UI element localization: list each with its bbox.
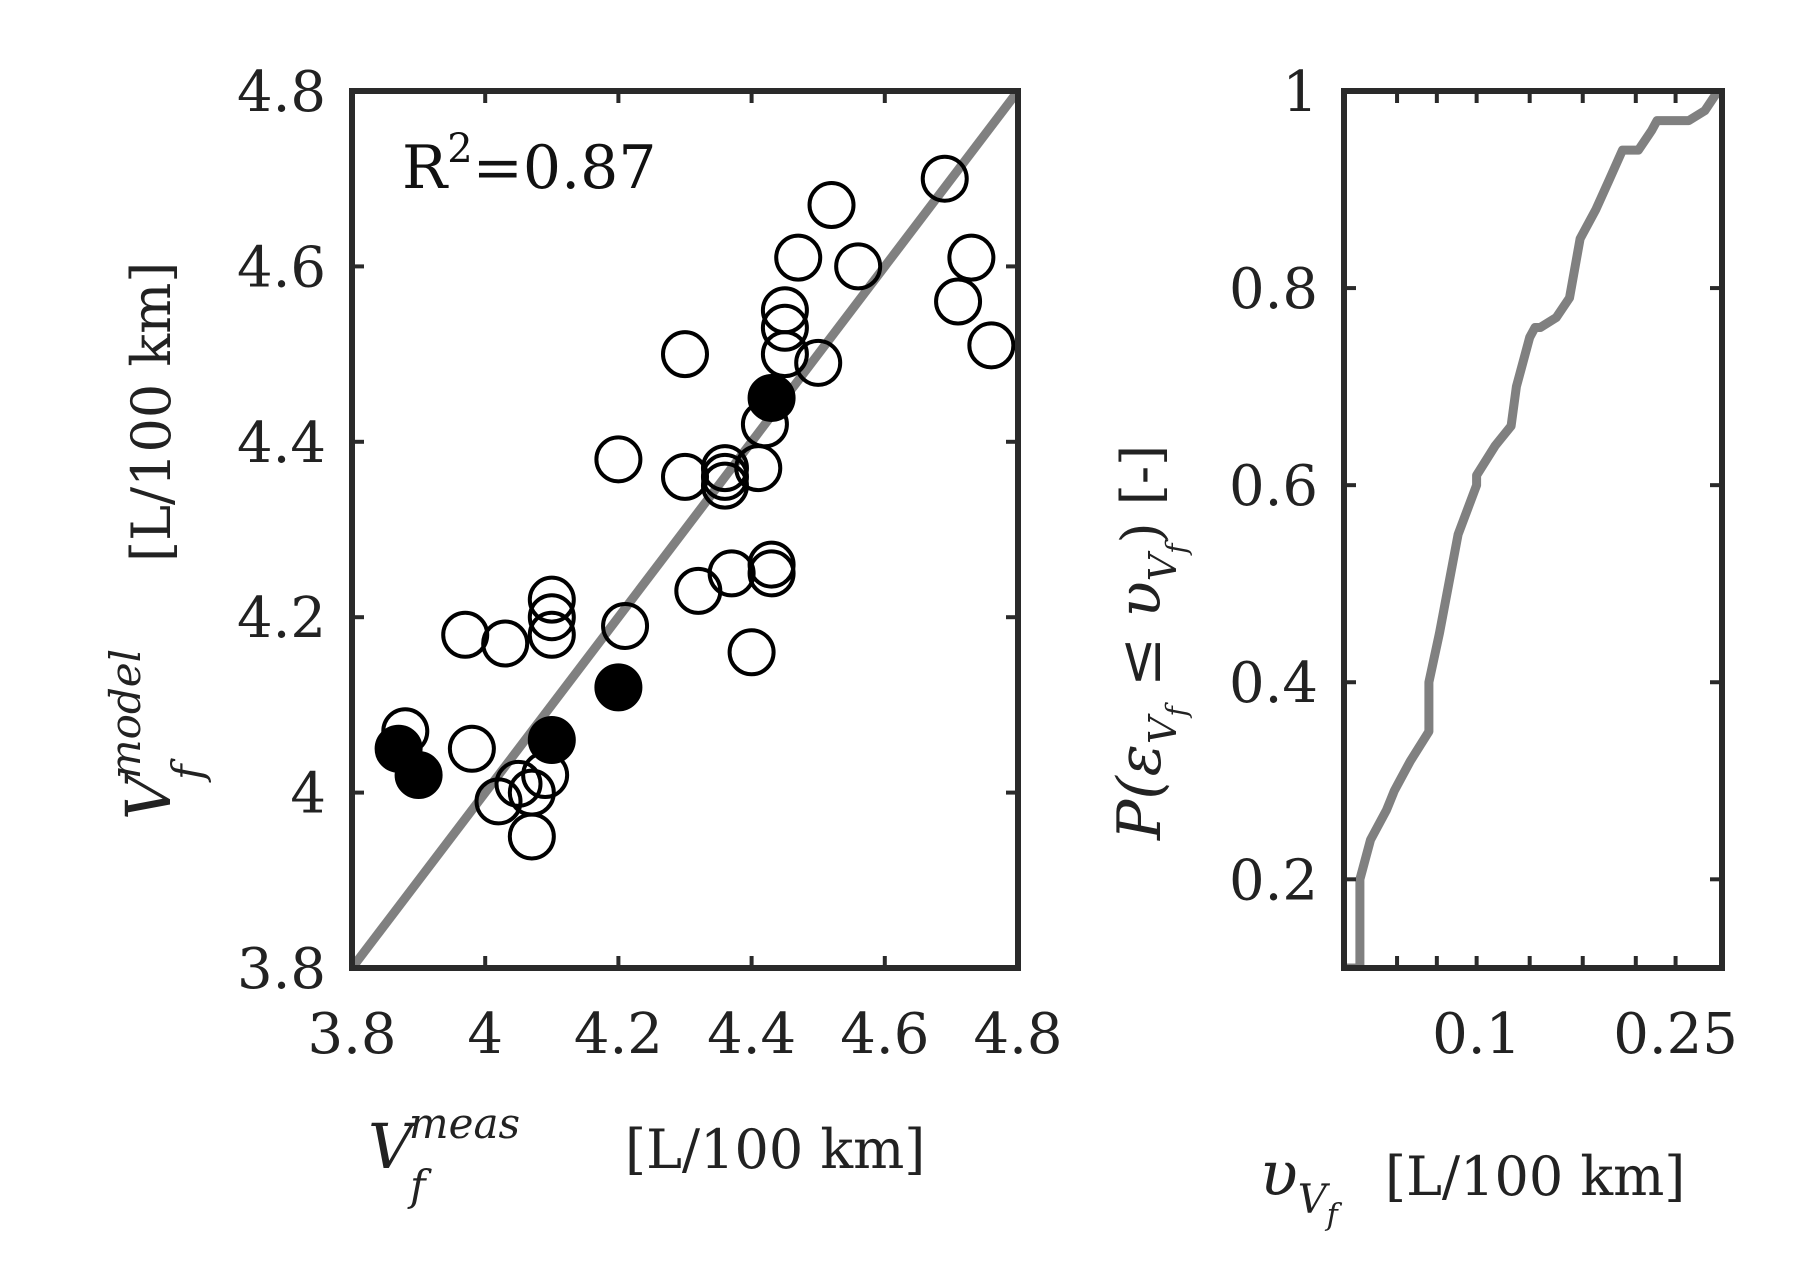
- identity-reference-line: [352, 91, 1018, 968]
- open-data-point: [734, 444, 783, 493]
- open-data-point: [794, 338, 843, 387]
- cdf-line-layer: [1344, 91, 1722, 968]
- open-data-point: [760, 330, 809, 379]
- open-data-point: [661, 330, 709, 379]
- filled-data-point: [747, 373, 796, 422]
- open-data-point: [527, 610, 576, 659]
- open-data-point: [661, 452, 709, 501]
- x-tick-label: 4: [467, 1002, 503, 1067]
- y-tick-label: 0.8: [1229, 257, 1318, 322]
- x-tick-label: 4.6: [840, 1002, 929, 1067]
- scatter-y-axis-label: Vmodel f[L/100 km]: [101, 262, 212, 820]
- y-tick-label: 4.2: [237, 586, 326, 651]
- open-data-point: [834, 242, 883, 291]
- y-tick-label: 4.6: [237, 235, 326, 300]
- open-data-point: [920, 154, 969, 203]
- scatter-y-tick-labels: 3.8 4 4.2 4.4 4.6 4.8: [237, 60, 326, 1002]
- x-tick-label: 3.8: [307, 1002, 396, 1067]
- open-data-point: [934, 277, 983, 326]
- scatter-panel: 3.8 4 4.2 4.4 4.6 4.8 3.8 4 4.2 4.4 4.6 4.8 R2=0.8…: [101, 60, 1063, 1210]
- cdf-tick-marks: [1344, 89, 1722, 968]
- open-data-point: [481, 619, 530, 668]
- open-data-point: [747, 540, 796, 589]
- scatter-points-layer: [374, 154, 1016, 861]
- open-data-point: [494, 759, 543, 808]
- open-data-point: [527, 593, 576, 642]
- scatter-x-tick-labels: 3.8 4 4.2 4.4 4.6 4.8: [307, 1002, 1062, 1067]
- open-data-point: [760, 303, 809, 352]
- y-tick-label: 0.6: [1229, 454, 1318, 519]
- filled-data-point: [527, 715, 576, 764]
- scatter-x-axis-label: Vmeas f[L/100 km]: [368, 1099, 925, 1210]
- x-tick-label: 0.1: [1432, 1002, 1521, 1067]
- open-data-point: [601, 601, 650, 650]
- x-tick-label: 4.4: [707, 1002, 796, 1067]
- cdf-plot-frame: [1341, 88, 1725, 971]
- reference-line-layer: [352, 91, 1018, 968]
- y-tick-label: 4: [290, 762, 326, 827]
- open-data-point: [441, 610, 490, 659]
- cdf-panel: 0.1 0.25 0.2 0.4 0.6 0.8 1 υVf[L/100 km] P(εV…: [1105, 60, 1738, 1233]
- open-data-point: [594, 435, 643, 484]
- open-data-point: [774, 233, 823, 282]
- cdf-x-tick-labels: 0.1 0.25: [1432, 1002, 1738, 1067]
- open-data-point: [447, 724, 496, 773]
- scatter-plot-frame: [349, 88, 1021, 971]
- y-tick-label: 1: [1282, 60, 1318, 125]
- y-tick-label: 4.8: [237, 60, 326, 125]
- y-tick-label: 0.2: [1229, 848, 1318, 913]
- filled-data-point: [394, 751, 443, 800]
- y-tick-label: 4.4: [237, 411, 326, 476]
- cdf-x-axis-label: υVf[L/100 km]: [1260, 1137, 1685, 1233]
- open-data-point: [507, 812, 556, 861]
- cdf-y-axis-label: P(εVf ≤ υVf) [-]: [1105, 445, 1193, 841]
- y-tick-label: 3.8: [237, 937, 326, 1002]
- cdf-series-line: [1344, 91, 1722, 968]
- open-data-point: [527, 575, 576, 624]
- open-data-point: [947, 233, 996, 282]
- cdf-y-tick-labels: 0.2 0.4 0.6 0.8 1: [1229, 60, 1318, 913]
- y-tick-label: 0.4: [1229, 651, 1318, 716]
- x-tick-label: 0.25: [1613, 1002, 1738, 1067]
- x-tick-label: 4.8: [973, 1002, 1062, 1067]
- open-data-point: [967, 321, 1016, 370]
- scatter-tick-marks: [350, 89, 1020, 970]
- filled-data-point: [594, 663, 643, 712]
- open-data-point: [707, 549, 756, 598]
- open-data-point: [727, 628, 776, 677]
- r-squared-annotation: R2=0.87: [402, 126, 657, 203]
- open-data-point: [674, 566, 723, 615]
- open-data-point: [807, 181, 856, 230]
- open-data-point: [747, 549, 796, 598]
- x-tick-label: 4.2: [574, 1002, 663, 1067]
